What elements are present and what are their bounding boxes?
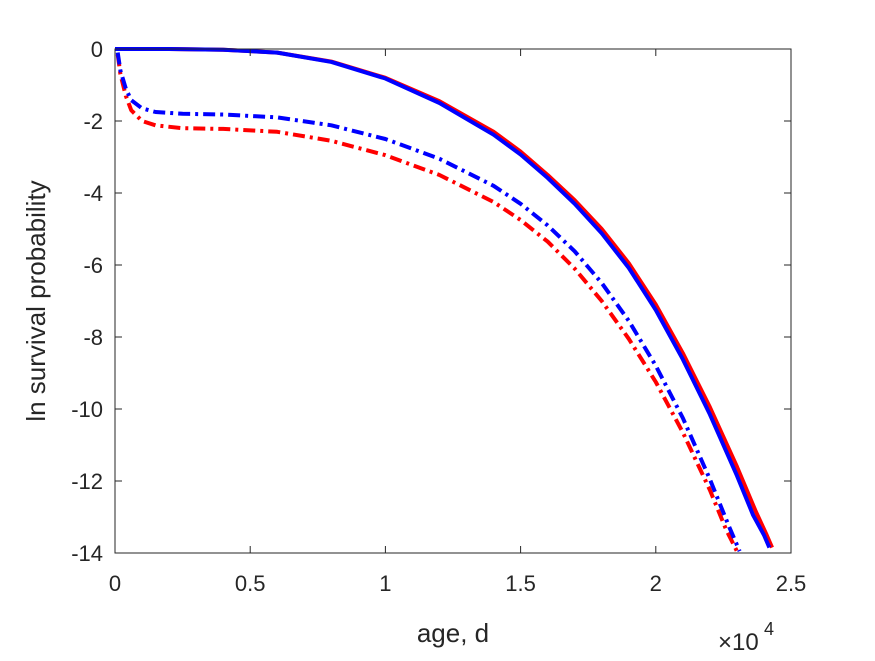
y-tick-label: -6 (83, 253, 103, 278)
y-tick-label: -12 (71, 469, 103, 494)
x-tick-label: 1.5 (505, 571, 536, 596)
x-multiplier-label: ×10 (718, 629, 759, 656)
x-tick-label: 2 (650, 571, 662, 596)
y-tick-label: -2 (83, 109, 103, 134)
plot-background (115, 49, 791, 553)
series-layer (115, 47, 774, 553)
series-line-3 (115, 54, 739, 553)
y-tick-label: -10 (71, 397, 103, 422)
x-multiplier-exponent: 4 (764, 619, 774, 639)
y-tick-label: -8 (83, 325, 103, 350)
y-axis-label: ln survival probability (21, 180, 51, 421)
series-line-2 (115, 47, 772, 549)
x-tick-label: 0.5 (235, 571, 266, 596)
plot-frame (114, 48, 792, 554)
series-line-4 (115, 52, 742, 552)
x-tick-label: 1 (379, 571, 391, 596)
y-tick-label: -14 (71, 541, 103, 566)
x-axis-label: age, d (417, 618, 489, 648)
y-tick-label: -4 (83, 181, 103, 206)
y-tick-label: 0 (91, 37, 103, 62)
ticks-layer: 0 0.5 1 1.5 2 2.5 0 -2 -4 -6 -8 -10 -12 -14 (71, 37, 806, 596)
x-tick-label: 0 (109, 571, 121, 596)
x-tick-label: 2.5 (776, 571, 807, 596)
